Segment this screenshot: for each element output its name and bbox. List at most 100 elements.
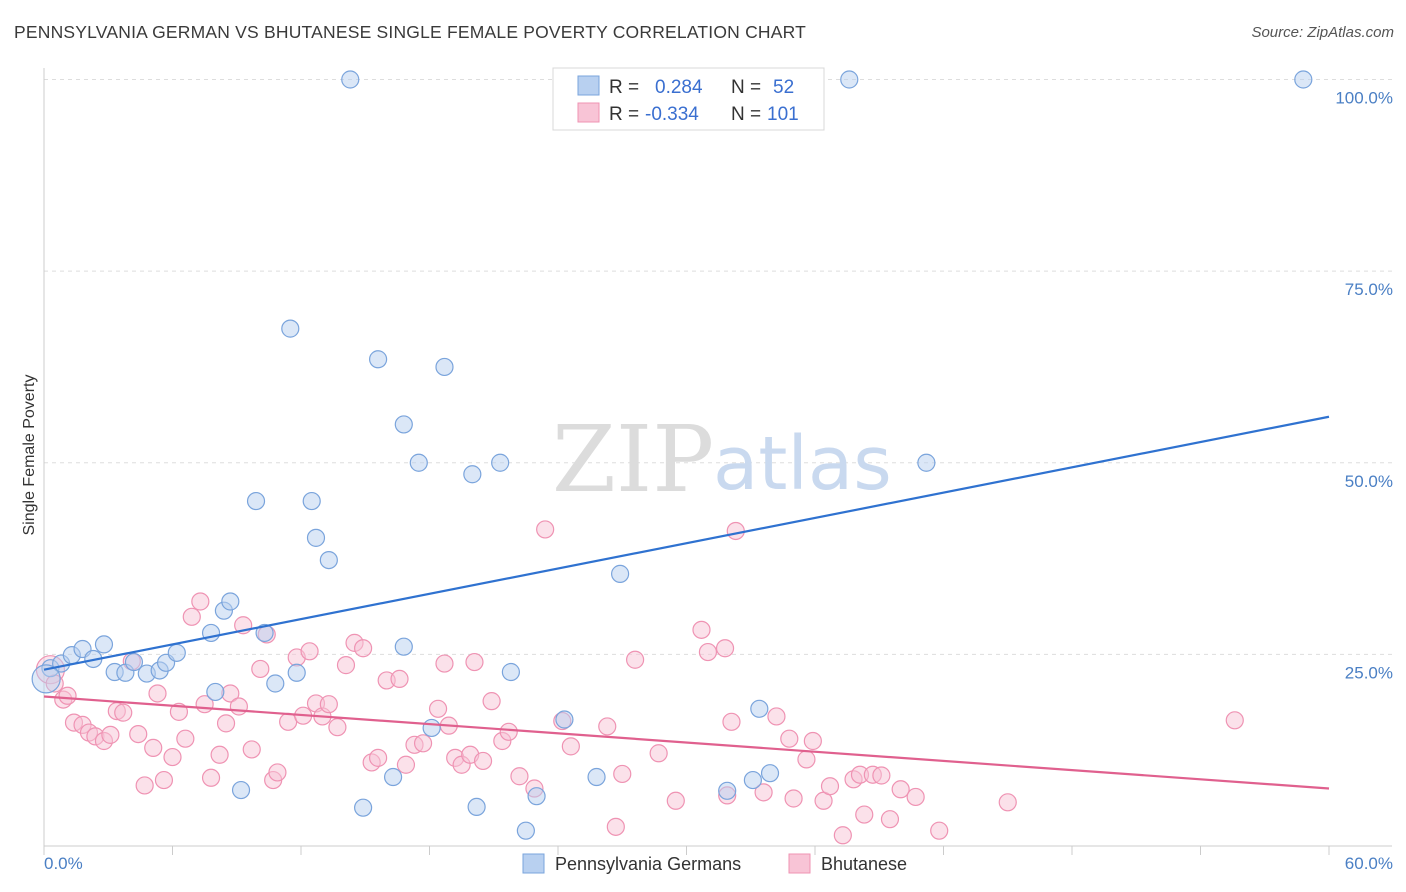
bhutanese-point-99 <box>998 793 1017 812</box>
pennsylvania-german-point-34 <box>435 357 454 377</box>
bhutanese-point-64 <box>510 767 529 786</box>
bhutanese-point-77 <box>715 639 735 658</box>
series-legend: Pennsylvania Germans Bhutanese <box>522 853 907 874</box>
bhutanese-point-63 <box>499 722 518 741</box>
pennsylvania-german-point-49 <box>917 453 936 472</box>
bhutanese-point-61 <box>482 692 501 711</box>
bhutanese-trend-line <box>43 695 1330 790</box>
legend-swatch-pennsylvania-germans <box>577 75 600 96</box>
pennsylvania-german-point-47 <box>760 764 780 783</box>
legend-r-label-1: R = <box>609 77 639 98</box>
pennsylvania-german-point-24 <box>306 528 326 547</box>
bhutanese-point-89 <box>833 826 852 845</box>
bhutanese-point-75 <box>692 620 711 639</box>
pennsylvania-german-point-48 <box>840 70 859 89</box>
bhutanese-point-11 <box>114 703 133 722</box>
chart-title: PENNSYLVANIA GERMAN VS BHUTANESE SINGLE … <box>14 22 807 42</box>
pennsylvania-german-point-39 <box>516 821 535 840</box>
pennsylvania-german-point-14 <box>206 682 225 702</box>
bhutanese-point-82 <box>767 707 786 726</box>
pennsylvania-german-point-37 <box>491 453 510 472</box>
bhutanese-point-16 <box>148 684 167 703</box>
pennsylvania-german-point-40 <box>527 787 546 806</box>
pennsylvania-german-point-33 <box>422 718 441 738</box>
bhutanese-point-13 <box>129 724 148 744</box>
pennsylvania-german-point-44 <box>718 781 737 800</box>
bhutanese-point-52 <box>413 734 433 753</box>
bhutanese-point-70 <box>606 817 625 836</box>
pennsylvania-german-trend-line <box>43 415 1330 671</box>
pennsylvania-german-point-17 <box>231 780 251 800</box>
bhutanese-point-71 <box>613 764 632 784</box>
bhutanese-point-41 <box>319 695 338 714</box>
axes <box>43 68 1392 855</box>
x-tick-label-0: 0.0% <box>44 854 83 873</box>
gridlines <box>44 79 1392 655</box>
x-tick-labels: 0.0% 60.0% <box>44 854 1393 873</box>
bhutanese-point-92 <box>855 805 874 824</box>
bottom-legend-swatch-pennsylvania-germans <box>522 853 545 874</box>
bhutanese-point-76 <box>698 642 718 662</box>
bhutanese-point-95 <box>880 810 900 829</box>
bhutanese-point-80 <box>726 521 745 541</box>
pennsylvania-german-point-26 <box>341 70 360 89</box>
bhutanese-point-50 <box>396 755 416 774</box>
bhutanese-point-88 <box>820 777 840 796</box>
bhutanese-point-69 <box>598 717 617 736</box>
pennsylvania-german-point-19 <box>255 623 274 643</box>
bhutanese-point-28 <box>229 697 248 716</box>
bhutanese-point-98 <box>930 821 949 840</box>
legend-r-value-2: -0.334 <box>645 104 699 125</box>
watermark: ZIP atlas <box>552 406 892 513</box>
bhutanese-point-20 <box>176 729 195 748</box>
pennsylvania-german-point-28 <box>369 350 388 369</box>
pennsylvania-german-point-12 <box>167 643 186 662</box>
bhutanese-point-18 <box>163 747 182 767</box>
bhutanese-point-83 <box>780 729 799 748</box>
legend-n-value-2: 101 <box>767 104 799 125</box>
legend-r-value-1: 0.284 <box>655 77 703 98</box>
pennsylvania-german-point-32 <box>409 453 428 472</box>
bottom-legend-swatch-bhutanese <box>788 853 811 874</box>
legend-swatch-bhutanese <box>577 102 600 123</box>
bhutanese-point-34 <box>268 763 287 782</box>
bhutanese-point-45 <box>354 639 373 658</box>
y-axis-label: Single Female Poverty <box>21 375 38 536</box>
bhutanese-point-15 <box>144 738 163 757</box>
bhutanese-point-96 <box>891 780 910 799</box>
bhutanese-point-43 <box>336 656 356 675</box>
stats-legend: R = 0.284 N = 52 R = -0.334 N = 101 <box>552 67 825 131</box>
bhutanese-point-31 <box>251 659 270 679</box>
pennsylvania-german-point-46 <box>750 699 769 718</box>
pennsylvania-german-point-41 <box>555 710 574 729</box>
bhutanese-point-24 <box>201 768 221 787</box>
bhutanese-points <box>35 520 1244 845</box>
pennsylvania-german-point-31 <box>394 637 413 656</box>
pennsylvania-german-point-43 <box>611 564 630 583</box>
bhutanese-point-59 <box>465 652 484 672</box>
bottom-legend-label-pennsylvania-germans: Pennsylvania Germans <box>555 854 741 874</box>
bhutanese-point-19 <box>169 702 189 721</box>
legend-n-label-2: N = <box>731 104 761 125</box>
pennsylvania-german-point-50 <box>1294 70 1313 89</box>
bhutanese-point-42 <box>328 718 347 737</box>
bhutanese-point-78 <box>722 712 741 731</box>
y-tick-label-0: 25.0% <box>1345 663 1393 682</box>
pennsylvania-german-point-45 <box>743 770 762 790</box>
watermark-zip: ZIP <box>552 406 714 513</box>
pennsylvania-germans-points <box>31 70 1313 840</box>
trend-lines <box>43 415 1330 790</box>
bottom-legend-label-bhutanese: Bhutanese <box>821 854 907 874</box>
bhutanese-point-49 <box>390 669 409 689</box>
y-tick-labels: 25.0% 50.0% 75.0% 100.0% <box>1335 89 1393 683</box>
pennsylvania-german-point-51 <box>31 664 61 694</box>
pennsylvania-german-point-8 <box>124 652 144 672</box>
legend-r-label-2: R = <box>609 104 639 125</box>
pennsylvania-german-point-30 <box>394 415 413 434</box>
legend-n-value-1: 52 <box>773 77 794 98</box>
bhutanese-point-17 <box>154 770 174 790</box>
bhutanese-point-74 <box>666 791 685 810</box>
bhutanese-point-47 <box>369 748 388 767</box>
pennsylvania-german-point-42 <box>587 767 606 787</box>
bhutanese-point-97 <box>906 787 925 807</box>
